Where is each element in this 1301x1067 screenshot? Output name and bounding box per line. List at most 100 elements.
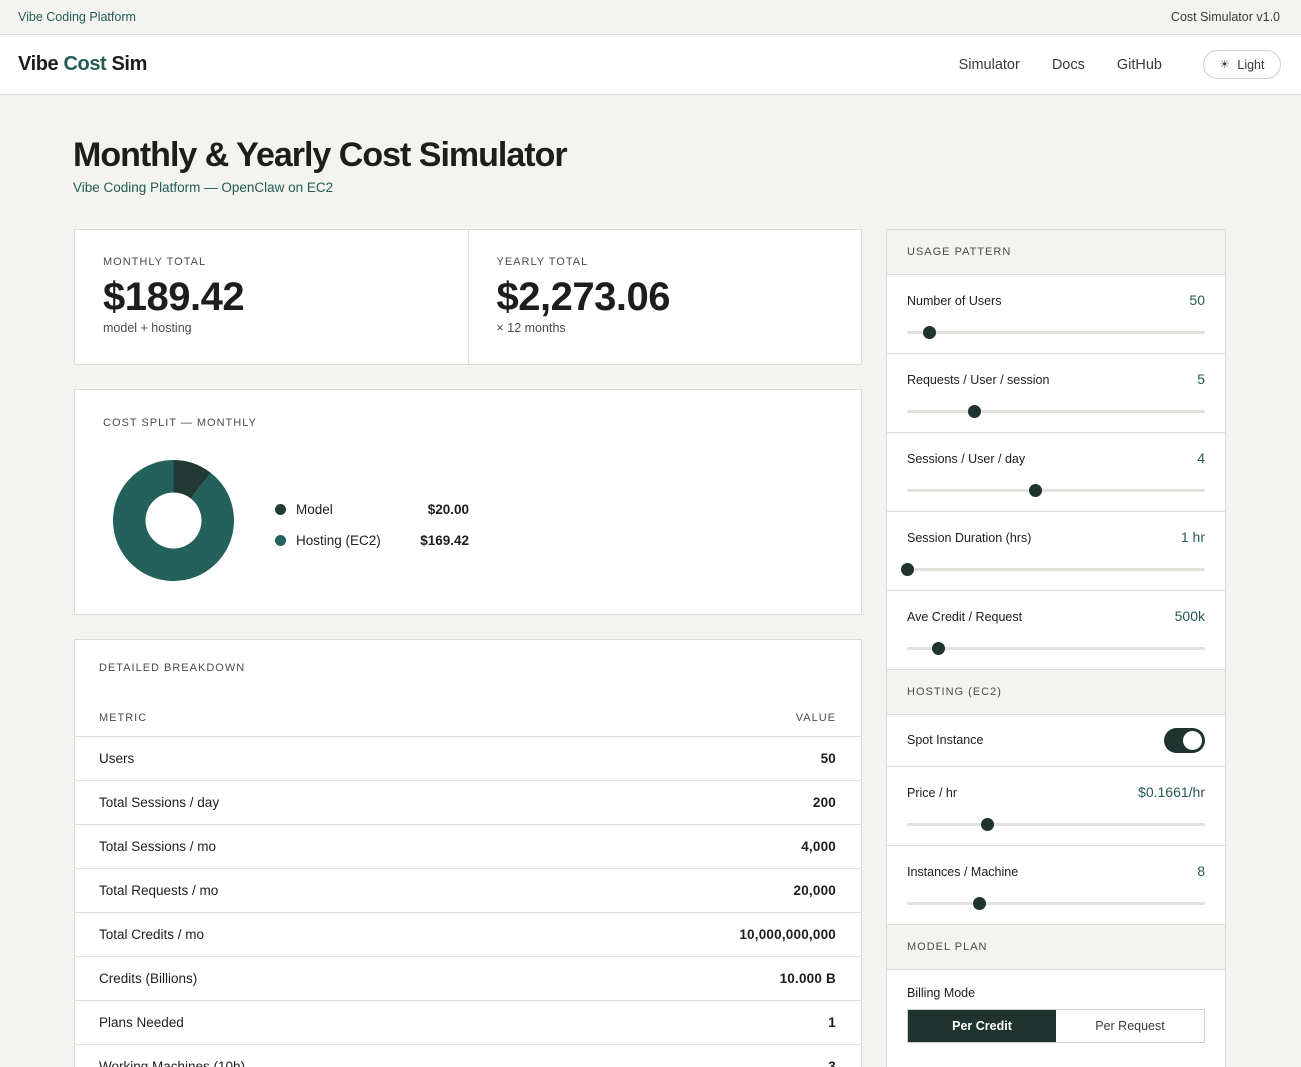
row-metric: Users [99,751,135,766]
slider-price-per-hour: Price / hr $0.1661/hr [887,767,1225,846]
column-header-metric: METRIC [99,712,148,724]
nav-link-simulator[interactable]: Simulator [958,56,1020,73]
billing-mode-label: Billing Mode [907,986,976,1000]
legend-name-model: Model [296,502,333,517]
table-row: Working Machines (10h) 3 [75,1045,861,1067]
row-value: 200 [812,795,836,810]
breakdown-table-body: Users 50 Total Sessions / day 200 Total Se… [75,737,861,1067]
row-value: 4,000 [801,839,836,854]
spot-instance-toggle[interactable] [1164,728,1205,753]
table-row: Total Requests / mo 20,000 [75,869,861,913]
slider-track[interactable] [907,897,1205,910]
slider-track[interactable] [901,563,1205,576]
slider-label: Price / hr [907,786,958,800]
brand-part-1: Vibe [18,53,59,75]
legend-name-hosting: Hosting (EC2) [296,533,381,548]
table-row: Plans Needed 1 [75,1001,861,1045]
totals-card: MONTHLY TOTAL $189.42 model + hosting YE… [74,229,862,365]
slider-instances-per-machine: Instances / Machine 8 [887,846,1225,925]
slider-thumb[interactable] [1029,484,1043,497]
billing-option-per-request[interactable]: Per Request [1095,1019,1165,1033]
toggle-knob [1183,731,1202,750]
table-row: Total Credits / mo 10,000,000,000 [75,913,861,957]
slider-track[interactable] [907,326,1205,339]
brand-logo[interactable]: Vibe Cost Sim [18,53,147,76]
slider-credit-per-request: Ave Credit / Request 500k [887,591,1225,670]
slider-label: Sessions / User / day [907,452,1026,466]
slider-label: Instances / Machine [907,865,1019,879]
brand-part-3: Sim [111,53,147,75]
top-strip: Vibe Coding Platform Cost Simulator v1.0 [0,0,1301,35]
table-row: Total Sessions / mo 4,000 [75,825,861,869]
row-value: 10,000,000,000 [739,927,836,942]
table-row: Credits (Billions) 10.000 B [75,957,861,1001]
slider-label: Session Duration (hrs) [907,531,1032,545]
legend-value-hosting: $169.42 [420,533,469,548]
row-value: 1 [828,1015,836,1030]
page-subtitle: Vibe Coding Platform — OpenClaw on EC2 [73,180,334,195]
sun-icon: ☀ [1219,59,1230,71]
theme-toggle-button[interactable]: ☀ Light [1203,50,1281,79]
row-value: 20,000 [793,883,836,898]
row-metric: Total Sessions / day [99,795,220,810]
model-plan-header: MODEL PLAN [887,925,1225,970]
billing-option-per-credit[interactable]: Per Credit [908,1010,1056,1042]
cost-split-legend: Model $20.00 Hosting (EC2) $169.42 [275,494,469,556]
breakdown-card: DETAILED BREAKDOWN METRIC VALUE Users 50 … [74,639,862,1067]
breakdown-table-header: METRIC VALUE [75,700,861,737]
slider-track[interactable] [907,818,1205,831]
donut-slice-hosting-ec2 [113,460,234,581]
legend-dot-model [275,504,286,515]
slider-track[interactable] [907,642,1205,655]
row-metric: Credits (Billions) [99,971,198,986]
slider-thumb[interactable] [932,642,946,655]
nav-links: Simulator Docs GitHub ☀ Light [927,50,1281,79]
slider-value: 8 [1197,863,1205,879]
table-row: Total Sessions / day 200 [75,781,861,825]
slider-requests-per-session: Requests / User / session 5 [887,354,1225,433]
row-metric: Working Machines (10h) [99,1059,246,1067]
row-metric: Total Credits / mo [99,927,205,942]
slider-label: Number of Users [907,294,1002,308]
slider-value: 4 [1197,450,1205,466]
slider-track[interactable] [907,484,1205,497]
controls-panel: USAGE PATTERN Number of Users 50 Request… [886,229,1226,1067]
slider-value: $0.1661/hr [1138,784,1205,800]
usage-pattern-header: USAGE PATTERN [887,230,1225,275]
slider-label: Ave Credit / Request [907,610,1023,624]
table-row: Users 50 [75,737,861,781]
nav-link-docs[interactable]: Docs [1051,56,1085,73]
spot-instance-label: Spot Instance [907,733,984,747]
row-metric: Total Sessions / mo [99,839,217,854]
hosting-header: HOSTING (EC2) [887,670,1225,715]
slider-track[interactable] [907,405,1205,418]
donut-slice-model [173,460,211,499]
slider-value: 50 [1189,292,1205,308]
slider-sessions-per-day: Sessions / User / day 4 [887,433,1225,512]
row-metric: Plans Needed [99,1015,184,1030]
slider-thumb[interactable] [972,897,986,910]
spot-instance-row: Spot Instance [887,715,1225,767]
legend-value-model: $20.00 [427,502,469,517]
slider-session-duration: Session Duration (hrs) 1 hr [887,512,1225,591]
billing-mode-control: Billing Mode Per Credit Per Request [887,970,1225,1067]
brand-part-2: Cost [63,53,107,75]
theme-label: Light [1237,57,1265,72]
slider-thumb[interactable] [901,563,914,576]
slider-thumb[interactable] [981,818,995,831]
yearly-total-sub: × 12 months [496,321,566,335]
yearly-total-value: $2,273.06 [496,275,671,319]
slider-number-of-users: Number of Users 50 [887,275,1225,354]
monthly-total: MONTHLY TOTAL $189.42 model + hosting [75,230,468,364]
page-title: Monthly & Yearly Cost Simulator [73,136,568,174]
slider-thumb[interactable] [923,326,937,339]
navbar: Vibe Cost Sim Simulator Docs GitHub ☀ Li… [0,35,1301,95]
yearly-total: YEARLY TOTAL $2,273.06 × 12 months [467,230,862,364]
cost-split-label: COST SPLIT — MONTHLY [103,417,257,429]
legend-dot-hosting [275,535,286,546]
slider-label: Requests / User / session [907,373,1050,387]
column-header-value: VALUE [795,712,836,724]
row-value: 50 [820,751,836,766]
slider-thumb[interactable] [968,405,982,418]
nav-link-github[interactable]: GitHub [1116,56,1162,73]
